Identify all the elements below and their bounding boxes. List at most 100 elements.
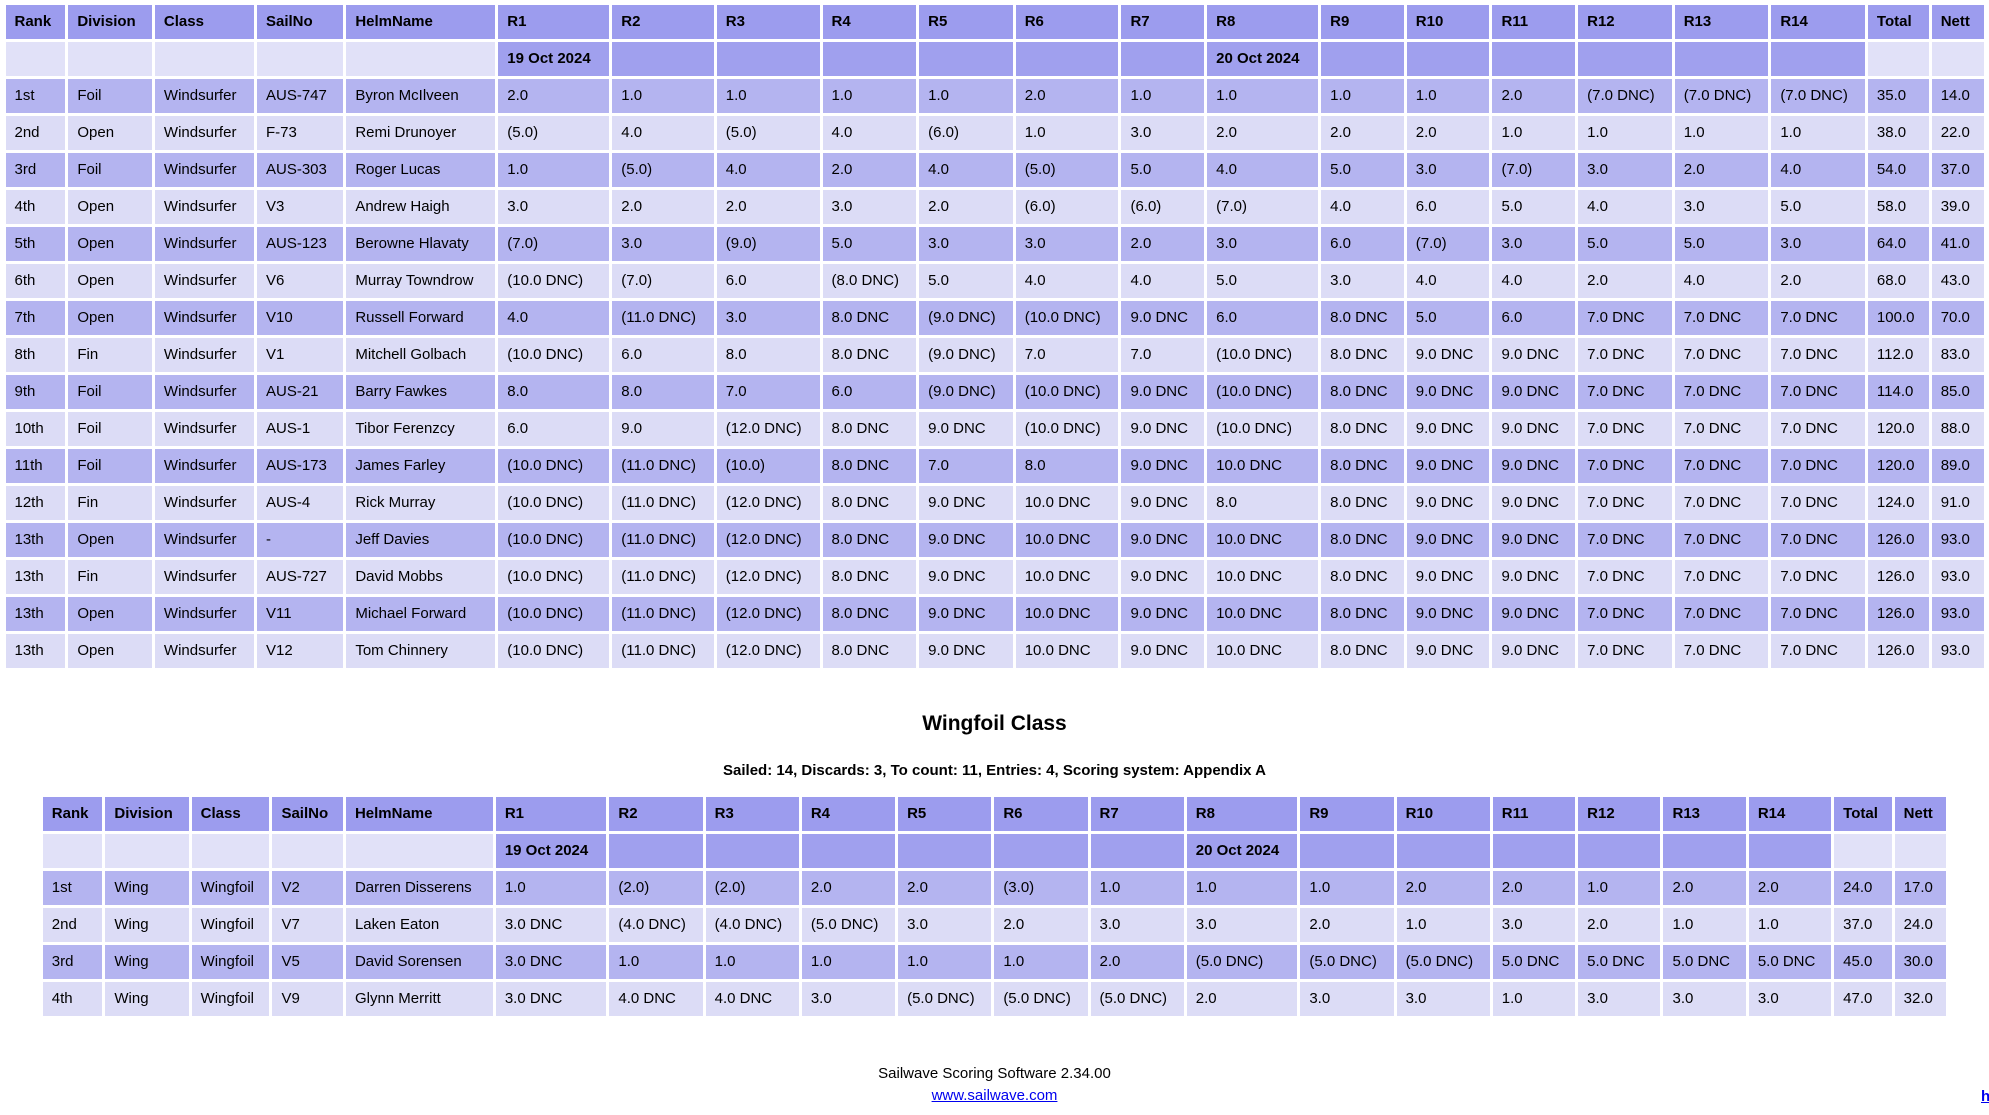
result-cell: 9.0 DNC: [1492, 375, 1576, 409]
result-cell: 9.0 DNC: [1121, 449, 1205, 483]
result-cell: 8th: [5, 338, 66, 372]
result-cell: 7.0 DNC: [1578, 412, 1672, 446]
result-cell: 2.0: [498, 79, 610, 113]
result-cell: 2.0: [1090, 945, 1184, 979]
result-cell: Wingfoil: [191, 945, 270, 979]
result-cell: 8.0 DNC: [822, 301, 917, 335]
col-header-r9: R9: [1321, 5, 1404, 39]
result-cell: (10.0 DNC): [1015, 301, 1119, 335]
result-cell: (5.0 DNC): [1300, 945, 1394, 979]
result-cell: 9.0 DNC: [1406, 338, 1490, 372]
result-cell: 3.0: [1121, 116, 1205, 150]
result-cell: V11: [257, 597, 344, 631]
date-cell-r9: [1321, 42, 1404, 76]
result-cell: AUS-4: [257, 486, 344, 520]
result-cell: 2.0: [1321, 116, 1404, 150]
result-cell: Windsurfer: [154, 153, 254, 187]
date-cell-sailno: [257, 42, 344, 76]
result-cell: 1st: [5, 79, 66, 113]
result-cell: Wingfoil: [191, 871, 270, 905]
result-cell: 11th: [5, 449, 66, 483]
result-cell: 9.0 DNC: [919, 486, 1013, 520]
result-cell: 2.0: [1663, 871, 1746, 905]
result-cell: 2.0: [1207, 116, 1319, 150]
result-cell: (8.0 DNC): [822, 264, 917, 298]
result-cell: Open: [68, 597, 152, 631]
result-cell: 2.0: [716, 190, 820, 224]
date-cell-r6: [994, 834, 1088, 868]
col-header-r1: R1: [498, 5, 610, 39]
result-cell: 2.0: [919, 190, 1013, 224]
result-cell: 10.0 DNC: [1207, 523, 1319, 557]
result-cell: 7.0 DNC: [1771, 338, 1865, 372]
result-cell: (10.0 DNC): [1015, 375, 1119, 409]
col-header-class: Class: [191, 797, 270, 831]
result-cell: 8.0 DNC: [822, 412, 917, 446]
result-cell: 1.0: [994, 945, 1088, 979]
result-cell: AUS-727: [257, 560, 344, 594]
result-cell: 7.0 DNC: [1771, 486, 1865, 520]
result-cell: 6.0: [612, 338, 714, 372]
result-cell: 3.0: [1406, 153, 1490, 187]
result-row: 3rd Wing Wingfoil V5 David Sorensen 3.0 DNC 1.…: [42, 945, 1947, 979]
result-cell: 2.0: [801, 871, 896, 905]
result-cell: (11.0 DNC): [612, 560, 714, 594]
date-cell-r3: [705, 834, 799, 868]
result-cell: 38.0: [1867, 116, 1929, 150]
result-cell: 54.0: [1867, 153, 1929, 187]
col-header-r13: R13: [1663, 797, 1746, 831]
date-cell-r12: [1578, 42, 1672, 76]
result-cell: 4th: [42, 982, 103, 1016]
result-cell: 10th: [5, 412, 66, 446]
result-cell: 5th: [5, 227, 66, 261]
result-cell: 85.0: [1931, 375, 1984, 409]
date-cell-r5: [898, 834, 992, 868]
result-cell: 9.0 DNC: [919, 634, 1013, 668]
result-cell: 5.0: [1492, 190, 1576, 224]
result-cell: (11.0 DNC): [612, 301, 714, 335]
result-cell: 7.0: [1121, 338, 1205, 372]
date-cell-helmname: [345, 834, 493, 868]
result-cell: 5.0: [1771, 190, 1865, 224]
result-cell: 7.0 DNC: [1674, 338, 1769, 372]
result-cell: (9.0 DNC): [919, 301, 1013, 335]
result-cell: Windsurfer: [154, 338, 254, 372]
clipped-link-fragment[interactable]: h: [1981, 1088, 1989, 1105]
result-row: 8th Fin Windsurfer V1 Mitchell Golbach (10.0 …: [5, 338, 1984, 372]
result-cell: 4.0 DNC: [609, 982, 703, 1016]
col-header-nett: Nett: [1931, 5, 1984, 39]
result-cell: 8.0 DNC: [1321, 412, 1404, 446]
header-row: Rank Division Class SailNo HelmName R1 R2 R3 R4 R…: [5, 5, 1984, 39]
result-cell: 120.0: [1867, 412, 1929, 446]
col-header-r12: R12: [1578, 797, 1661, 831]
result-cell: (12.0 DNC): [716, 634, 820, 668]
result-cell: 7.0 DNC: [1674, 486, 1769, 520]
date-cell-division: [68, 42, 152, 76]
result-cell: Windsurfer: [154, 264, 254, 298]
result-cell: 3rd: [42, 945, 103, 979]
date-cell-r1: 19 Oct 2024: [498, 42, 610, 76]
result-cell: 1.0: [495, 871, 607, 905]
result-cell: Remi Drunoyer: [346, 116, 496, 150]
result-cell: (5.0): [716, 116, 820, 150]
result-cell: 8.0: [498, 375, 610, 409]
result-cell: 9.0 DNC: [1121, 597, 1205, 631]
result-cell: 39.0: [1931, 190, 1984, 224]
date-cell-r2: [609, 834, 703, 868]
result-cell: 7.0 DNC: [1578, 597, 1672, 631]
col-header-helmname: HelmName: [345, 797, 493, 831]
result-cell: 10.0 DNC: [1207, 634, 1319, 668]
result-cell: Open: [68, 227, 152, 261]
wingfoil-class-title: Wingfoil Class: [922, 712, 1067, 735]
result-cell: Windsurfer: [154, 523, 254, 557]
result-cell: Laken Eaton: [345, 908, 493, 942]
result-cell: 5.0: [1207, 264, 1319, 298]
result-cell: (11.0 DNC): [612, 449, 714, 483]
result-cell: 68.0: [1867, 264, 1929, 298]
result-cell: (5.0): [612, 153, 714, 187]
result-cell: 7.0 DNC: [1771, 449, 1865, 483]
result-row: 12th Fin Windsurfer AUS-4 Rick Murray (10.0 D…: [5, 486, 1984, 520]
result-cell: AUS-123: [257, 227, 344, 261]
result-cell: (10.0 DNC): [498, 560, 610, 594]
sailwave-link[interactable]: www.sailwave.com: [931, 1087, 1058, 1104]
